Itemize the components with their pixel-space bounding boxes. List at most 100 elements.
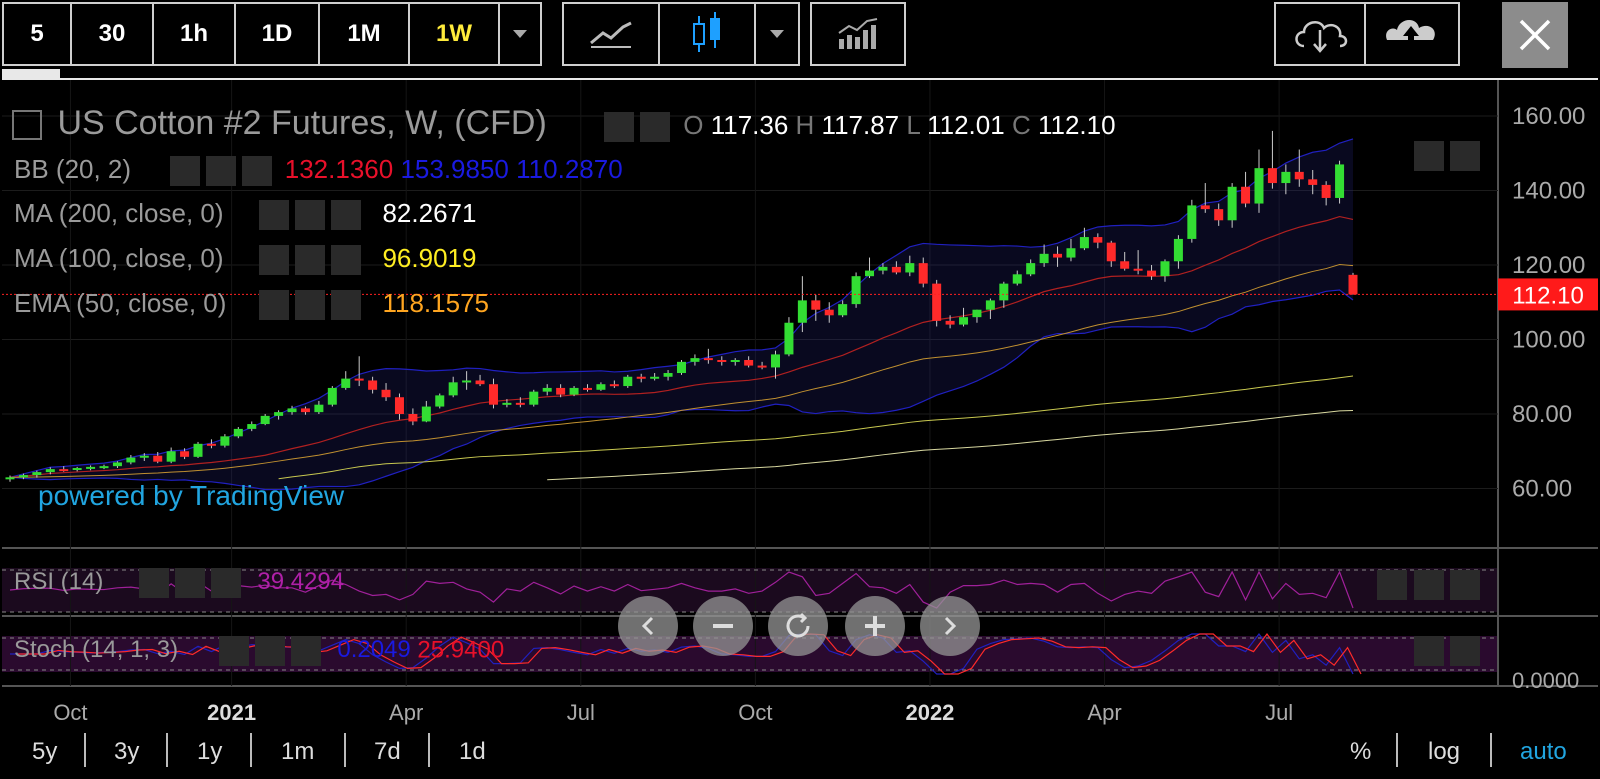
bb-label: BB (20, 2): [14, 154, 132, 184]
candle-body: [274, 412, 284, 416]
candle-body: [730, 359, 740, 362]
interval-5-button[interactable]: 5: [4, 4, 72, 64]
zoom-out-button[interactable]: [693, 596, 753, 656]
cloud-upload-button[interactable]: [1366, 4, 1456, 64]
interval-30-button[interactable]: 30: [72, 4, 154, 64]
candle-body: [838, 304, 848, 316]
range-7d-button[interactable]: 7d: [374, 738, 401, 765]
candle-body: [32, 472, 42, 476]
y-tick-label: 60.00: [1512, 476, 1572, 503]
candle-body: [905, 263, 915, 273]
auto-scale-button[interactable]: auto: [1520, 738, 1567, 765]
expand-icon[interactable]: [1450, 570, 1480, 600]
candle-body: [1147, 270, 1157, 277]
indicators-button[interactable]: [812, 4, 904, 64]
scroll-left-button[interactable]: [618, 596, 678, 656]
chart-type-dropdown-icon: [770, 30, 784, 38]
scroll-tab[interactable]: [2, 69, 60, 79]
settings-gear-icon[interactable]: [295, 245, 326, 276]
interval-1h-button[interactable]: 1h: [154, 4, 236, 64]
visibility-eye-icon[interactable]: [259, 290, 290, 321]
expand-icon[interactable]: [1450, 636, 1480, 666]
remove-x-icon[interactable]: [331, 245, 362, 276]
candle-body: [314, 404, 324, 413]
zoom-in-button[interactable]: [845, 596, 905, 656]
candle-body: [985, 300, 995, 310]
move-down-icon[interactable]: [1414, 141, 1444, 171]
candle-body: [126, 457, 136, 463]
candle-body: [542, 387, 552, 392]
range-1y-button[interactable]: 1y: [197, 738, 223, 765]
visibility-eye-icon[interactable]: [169, 156, 200, 187]
range-1d-button[interactable]: 1d: [459, 738, 486, 765]
candle-body: [1187, 205, 1197, 239]
visibility-eye-icon[interactable]: [259, 200, 290, 231]
visibility-eye-icon[interactable]: [138, 568, 169, 598]
candle-body: [717, 359, 727, 362]
interval-dropdown-button[interactable]: [500, 4, 540, 64]
move-down-icon[interactable]: [1414, 570, 1444, 600]
move-up-icon[interactable]: [1377, 570, 1407, 600]
settings-gear-icon[interactable]: [205, 156, 236, 187]
candle-body: [327, 387, 337, 405]
settings-gear-icon[interactable]: [295, 290, 326, 321]
remove-x-icon[interactable]: [331, 200, 362, 231]
candle-body: [220, 436, 230, 446]
visibility-eye-icon[interactable]: [218, 636, 249, 666]
candle-body: [623, 376, 633, 387]
candle-body: [1281, 171, 1291, 184]
x-tick-label: Oct: [738, 700, 772, 725]
expand-icon[interactable]: [1450, 141, 1480, 171]
divider: [250, 733, 252, 767]
candle-body: [300, 408, 310, 413]
candlestick-chart-button[interactable]: [660, 4, 756, 64]
percent-scale-button[interactable]: %: [1350, 738, 1372, 765]
candle-body: [206, 443, 216, 446]
visibility-eye-icon[interactable]: [259, 245, 290, 276]
line-chart-button[interactable]: [564, 4, 660, 64]
divider: [428, 733, 430, 767]
chart-type-toolbar: [562, 2, 800, 66]
cloud-download-button[interactable]: [1276, 4, 1366, 64]
settings-gear-icon[interactable]: [174, 568, 205, 598]
candle-body: [1254, 168, 1264, 204]
remove-x-icon[interactable]: [331, 290, 362, 321]
remove-x-icon[interactable]: [290, 636, 321, 666]
scroll-right-button[interactable]: [920, 596, 980, 656]
chart-type-dropdown-button[interactable]: [756, 4, 798, 64]
close-button[interactable]: [1502, 2, 1568, 68]
candle-body: [556, 387, 566, 395]
collapse-legend-icon[interactable]: [12, 110, 42, 141]
settings-gear-icon[interactable]: [295, 200, 326, 231]
rsi-label: RSI (14): [14, 568, 104, 596]
candle-body: [1026, 263, 1036, 275]
remove-x-icon[interactable]: [210, 568, 241, 598]
settings-gear-icon[interactable]: [254, 636, 285, 666]
interval-1m-button[interactable]: 1M: [320, 4, 410, 64]
visibility-eye-icon[interactable]: [604, 112, 634, 143]
bb-fill: [10, 138, 1353, 490]
bb-middle-line: [9, 215, 1354, 478]
indicators-toolbar: [810, 2, 906, 66]
remove-x-icon[interactable]: [241, 156, 272, 187]
candle-body: [582, 387, 592, 390]
range-3y-button[interactable]: 3y: [114, 738, 140, 765]
range-5y-button[interactable]: 5y: [32, 738, 58, 765]
candle-body: [918, 263, 928, 284]
log-scale-button[interactable]: log: [1428, 738, 1461, 765]
plus-icon: [865, 616, 885, 636]
candle-body: [677, 361, 686, 374]
interval-1d-button[interactable]: 1D: [236, 4, 320, 64]
range-1m-button[interactable]: 1m: [281, 738, 315, 765]
candle-body: [1241, 186, 1251, 204]
reset-button[interactable]: [768, 596, 828, 656]
candle-body: [529, 391, 539, 405]
ema50-line: [9, 263, 1354, 478]
candle-body: [596, 384, 606, 390]
open-value: 117.36: [710, 110, 789, 140]
candle-body: [153, 455, 163, 462]
move-up-icon[interactable]: [1414, 636, 1444, 666]
settings-gear-icon[interactable]: [640, 112, 670, 143]
interval-1w-button[interactable]: 1W: [410, 4, 500, 64]
